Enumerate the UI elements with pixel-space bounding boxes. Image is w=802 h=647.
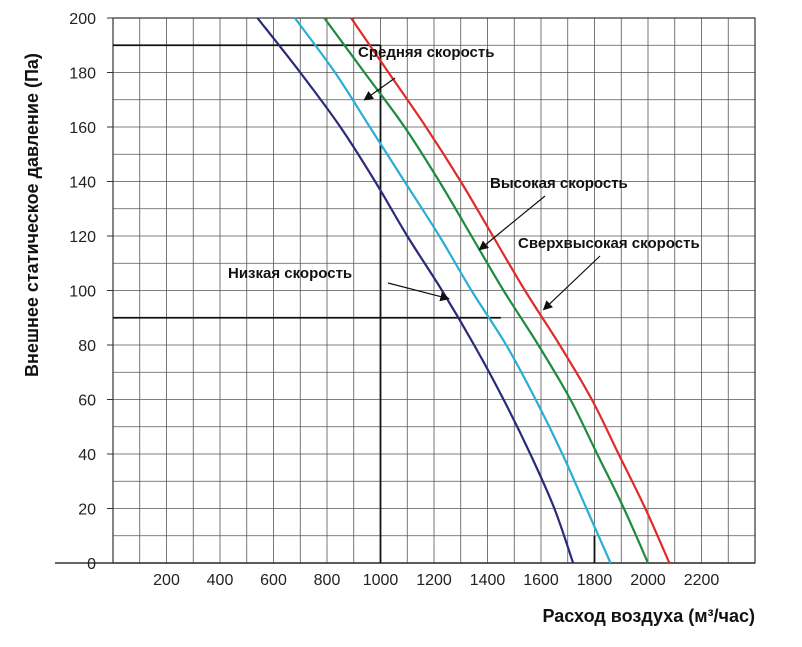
annotation-label: Высокая скорость	[490, 175, 628, 192]
x-axis-label: Расход воздуха (м³/час)	[542, 606, 755, 626]
reference-lines	[113, 44, 596, 563]
y-tick-label: 200	[69, 11, 96, 28]
series-lines	[256, 17, 671, 564]
series-line-2	[294, 17, 612, 564]
y-tick-label: 100	[69, 284, 96, 301]
annotation-arrow	[478, 195, 546, 251]
y-tick-label: 180	[69, 66, 96, 83]
annotation-label: Низкая скорость	[228, 265, 352, 282]
x-tick-label: 1400	[470, 572, 506, 589]
series-line-4	[350, 17, 671, 564]
annotation-label: Сверхвысокая скорость	[518, 235, 700, 252]
y-tick-label: 0	[87, 556, 96, 573]
x-tick-label: 400	[207, 572, 234, 589]
y-tick-label: 160	[69, 120, 96, 137]
y-axis-label: Внешнее статическое давление (Па)	[22, 53, 42, 377]
x-tick-label: 1800	[577, 572, 613, 589]
x-tick-label: 1200	[416, 572, 452, 589]
x-tick-label: 2000	[630, 572, 666, 589]
grid	[55, 17, 756, 564]
y-tick-label: 40	[78, 447, 96, 464]
x-tick-labels: 200 400 600 800 1000 1200 1400 1600 1800 2000 2200	[153, 572, 719, 589]
x-tick-label: 200	[153, 572, 180, 589]
x-tick-label: 800	[314, 572, 341, 589]
y-tick-label: 120	[69, 229, 96, 246]
x-tick-label: 1000	[363, 572, 399, 589]
annotation-arrow	[363, 77, 396, 101]
y-tick-labels: 0 20 40 60 80 100 120 140 160 180 200	[69, 11, 96, 573]
x-tick-label: 600	[260, 572, 287, 589]
annotation-arrow	[542, 255, 601, 311]
y-tick-label: 60	[78, 393, 96, 410]
series-line-1	[256, 17, 575, 564]
annotations: Средняя скорость Высокая скорость Сверхвыс…	[228, 44, 700, 311]
y-tick-label: 80	[78, 338, 96, 355]
annotation-label: Средняя скорость	[358, 44, 494, 61]
annotation-arrow	[387, 282, 450, 302]
y-tick-label: 20	[78, 502, 96, 519]
x-tick-label: 1600	[523, 572, 559, 589]
series-line-3	[323, 17, 650, 564]
y-tick-label: 140	[69, 175, 96, 192]
x-tick-label: 2200	[684, 572, 720, 589]
